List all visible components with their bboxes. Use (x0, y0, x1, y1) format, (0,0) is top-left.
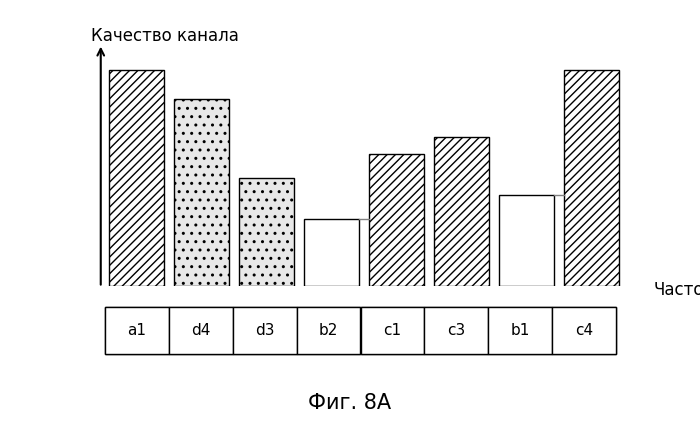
Text: b1: b1 (510, 323, 530, 338)
Bar (434, 137, 489, 286)
Bar (174, 99, 229, 286)
Text: c1: c1 (384, 323, 402, 338)
Text: d4: d4 (191, 323, 211, 338)
Text: d3: d3 (255, 323, 274, 338)
Bar (564, 70, 619, 286)
Text: Частота: Частота (653, 281, 700, 299)
Bar (109, 70, 164, 286)
Bar (369, 154, 424, 286)
Text: b2: b2 (319, 323, 338, 338)
Text: a1: a1 (127, 323, 146, 338)
Bar (304, 219, 359, 286)
Text: Качество канала: Качество канала (91, 27, 239, 45)
Bar (239, 178, 294, 286)
Text: c4: c4 (575, 323, 593, 338)
Text: Фиг. 8А: Фиг. 8А (309, 392, 391, 413)
Text: c3: c3 (447, 323, 466, 338)
Bar (499, 195, 554, 286)
